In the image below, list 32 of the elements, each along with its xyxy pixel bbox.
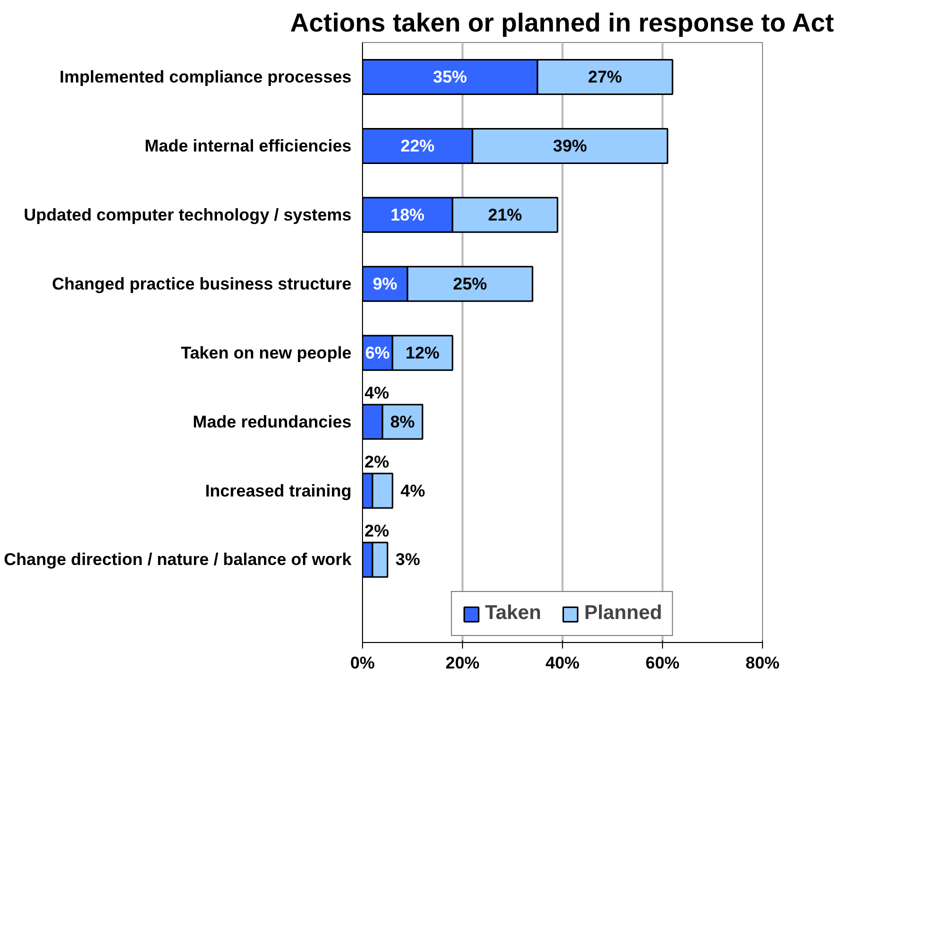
y-tick-label: Increased training: [205, 481, 352, 500]
x-tick-label: 0%: [350, 654, 375, 672]
y-tick-label: Taken on new people: [180, 343, 352, 362]
data-label: 21%: [488, 205, 522, 224]
y-tick-label: Implemented compliance processes: [60, 67, 352, 86]
data-label: 39%: [552, 136, 588, 156]
y-tick-label: Change direction / nature / balance of work: [4, 550, 352, 570]
data-label: 12%: [405, 343, 440, 362]
data-label: 22%: [400, 136, 435, 156]
data-label: 3%: [396, 550, 420, 570]
data-label: 25%: [452, 274, 488, 294]
data-label: 8%: [390, 412, 415, 432]
data-label: 18%: [390, 205, 425, 224]
data-label: 27%: [588, 67, 622, 86]
y-tick-label: Changed practice business structure: [52, 274, 352, 294]
data-label: 35%: [432, 67, 468, 86]
x-tick-label: 60%: [645, 654, 680, 672]
data-label: 4%: [400, 481, 426, 500]
x-tick-label: 80%: [745, 654, 780, 672]
y-tick-label: Updated computer technology / systems: [24, 205, 352, 224]
x-tick-label: 20%: [445, 654, 480, 672]
legend-label: Taken: [484, 602, 542, 625]
data-label: 2%: [364, 452, 390, 472]
data-label: 6%: [365, 343, 390, 362]
data-label: 2%: [364, 521, 390, 540]
data-label: 9%: [372, 274, 398, 294]
y-tick-label: Made redundancies: [192, 412, 352, 432]
data-label: 4%: [364, 383, 390, 402]
x-tick-label: 40%: [545, 654, 580, 672]
y-tick-label: Made internal efficiencies: [144, 136, 352, 156]
legend-label: Planned: [584, 602, 662, 625]
chart-title: Actions taken or planned in response to Act: [290, 8, 834, 38]
